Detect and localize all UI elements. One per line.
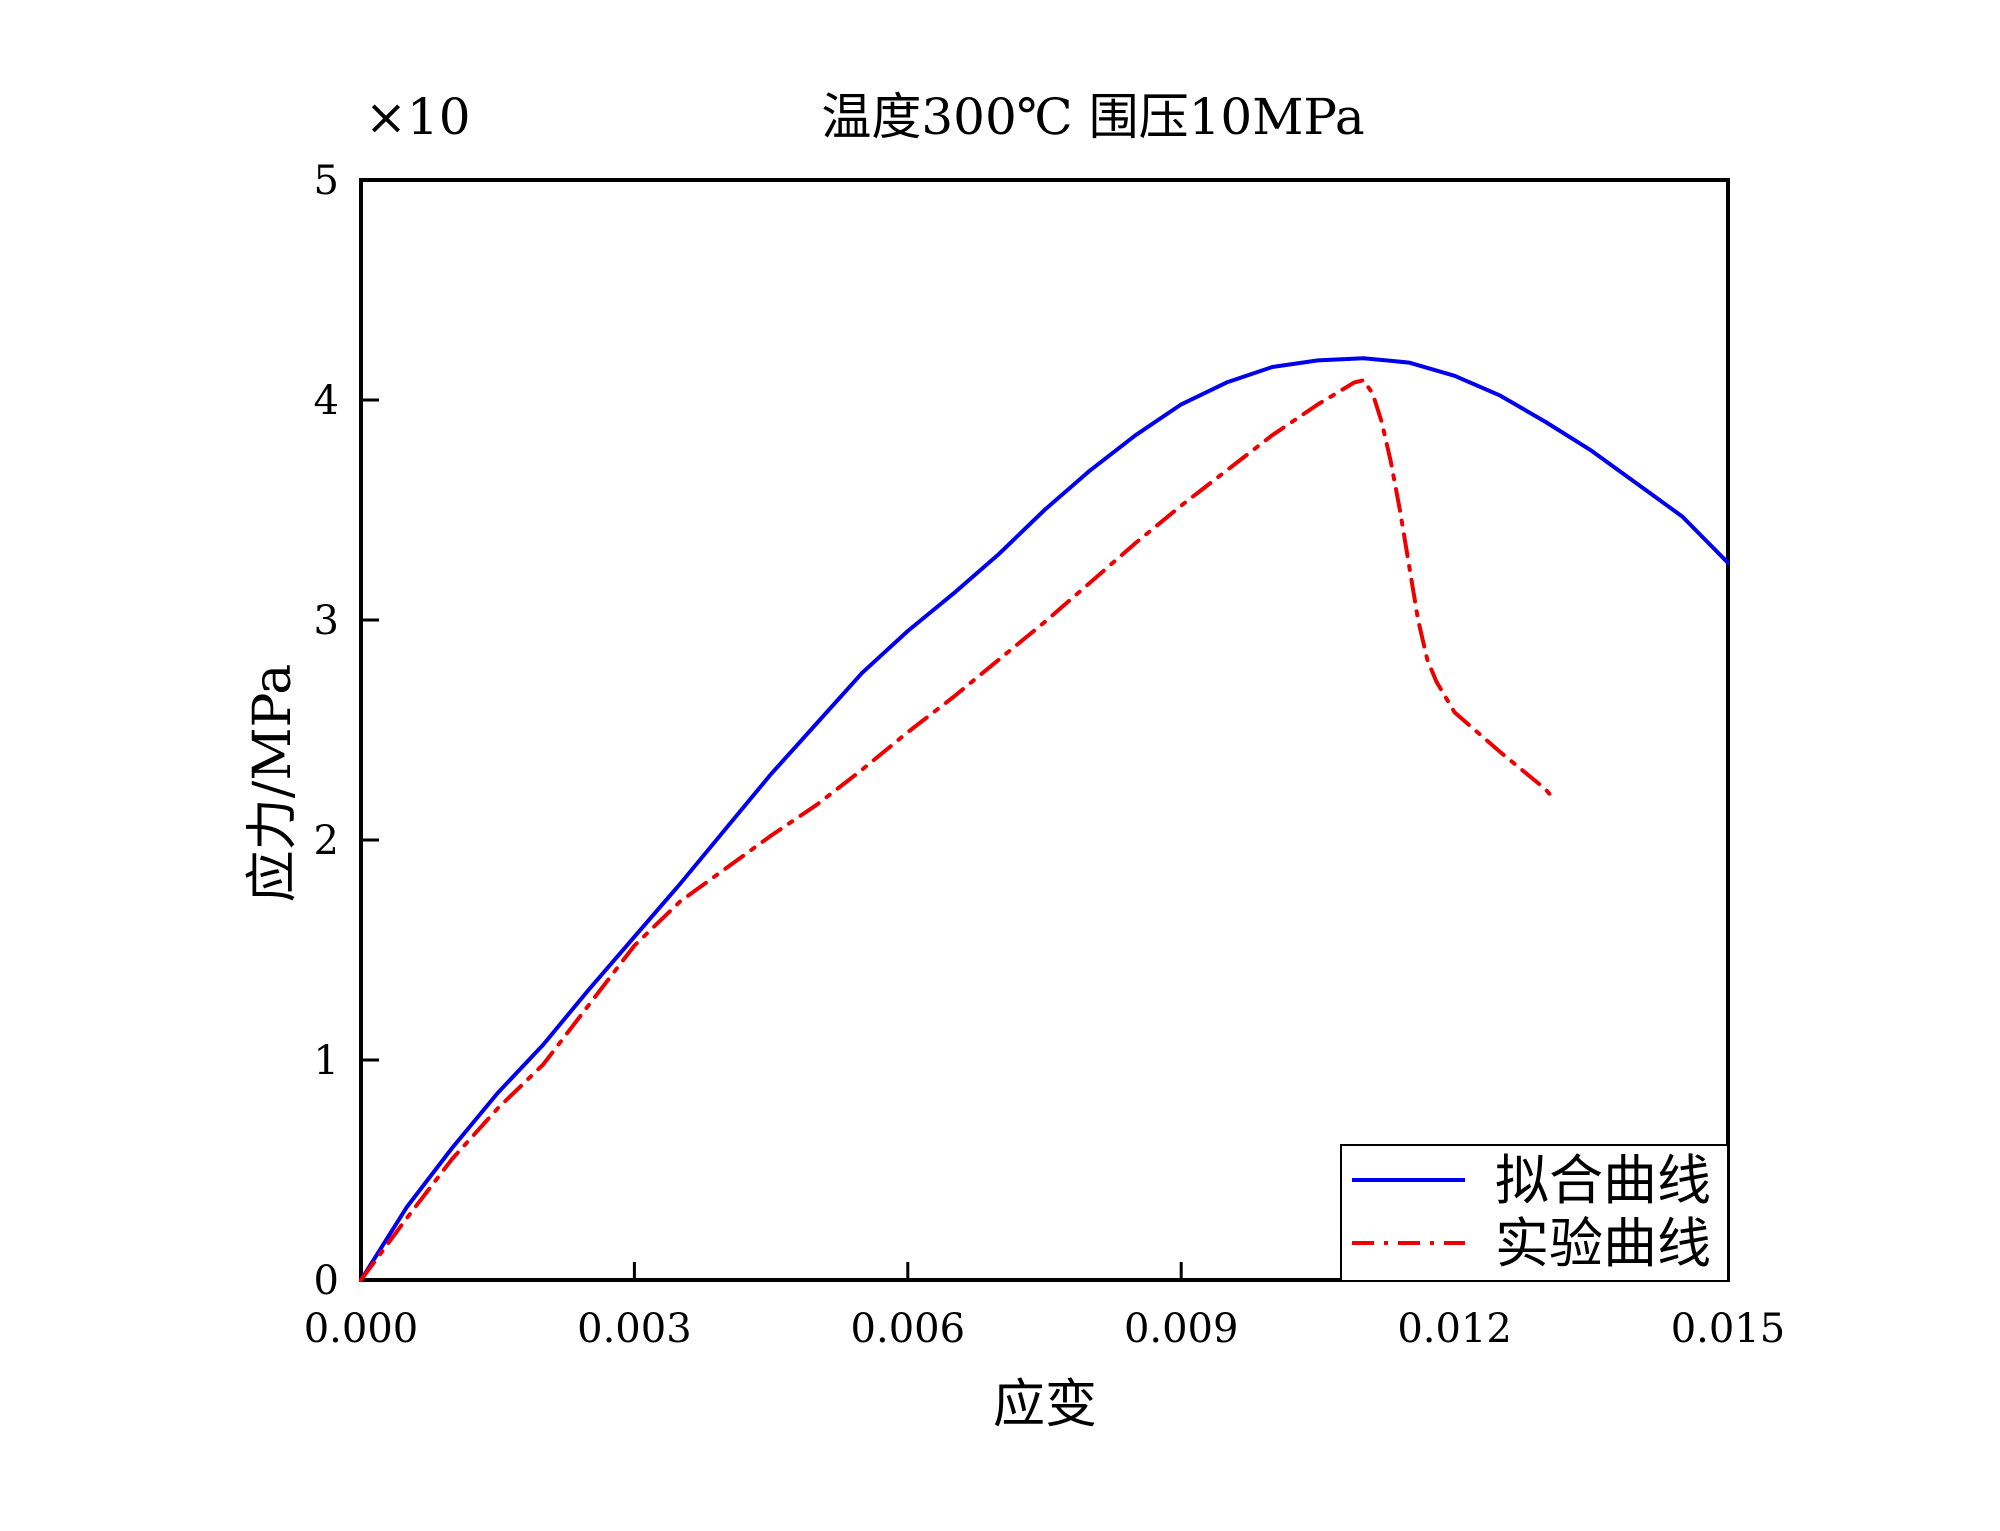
- y-tick-label: 2: [314, 818, 339, 864]
- y-tick-label: 3: [314, 598, 339, 644]
- y-tick-label: 5: [314, 158, 339, 204]
- y-tick-label: 4: [314, 378, 339, 424]
- legend-label-experiment: 实验曲线: [1495, 1212, 1711, 1275]
- y-axis: 0 1 2 3 4 5: [314, 158, 379, 1304]
- x-axis: 0.000 0.003 0.006 0.009 0.012 0.015: [304, 1262, 1786, 1352]
- x-tick-label: 0.006: [851, 1306, 966, 1352]
- series-line-experiment: [359, 378, 1557, 1282]
- series-layer: [359, 356, 1730, 1282]
- y-tick-label: 1: [314, 1038, 339, 1084]
- y-axis-label: 应力/MPa: [243, 664, 303, 902]
- series-line-fit: [359, 356, 1730, 1282]
- legend-box: [1340, 1144, 1729, 1282]
- x-axis-label: 应变: [993, 1375, 1097, 1435]
- x-tick-label: 0.000: [304, 1306, 419, 1352]
- chart-title: 温度300℃ 围压10MPa: [821, 88, 1364, 146]
- legend: 拟合曲线 实验曲线: [1340, 1144, 1729, 1282]
- plot-area: [359, 178, 1730, 1282]
- x-tick-label: 0.003: [577, 1306, 692, 1352]
- x-tick-label: 0.012: [1397, 1306, 1512, 1352]
- plot-frame: [359, 178, 1730, 1282]
- legend-label-fit: 拟合曲线: [1495, 1149, 1711, 1212]
- x-tick-label: 0.015: [1671, 1306, 1786, 1352]
- y-axis-multiplier: ×10: [365, 88, 471, 146]
- y-tick-label: 0: [314, 1258, 339, 1304]
- x-tick-label: 0.009: [1124, 1306, 1239, 1352]
